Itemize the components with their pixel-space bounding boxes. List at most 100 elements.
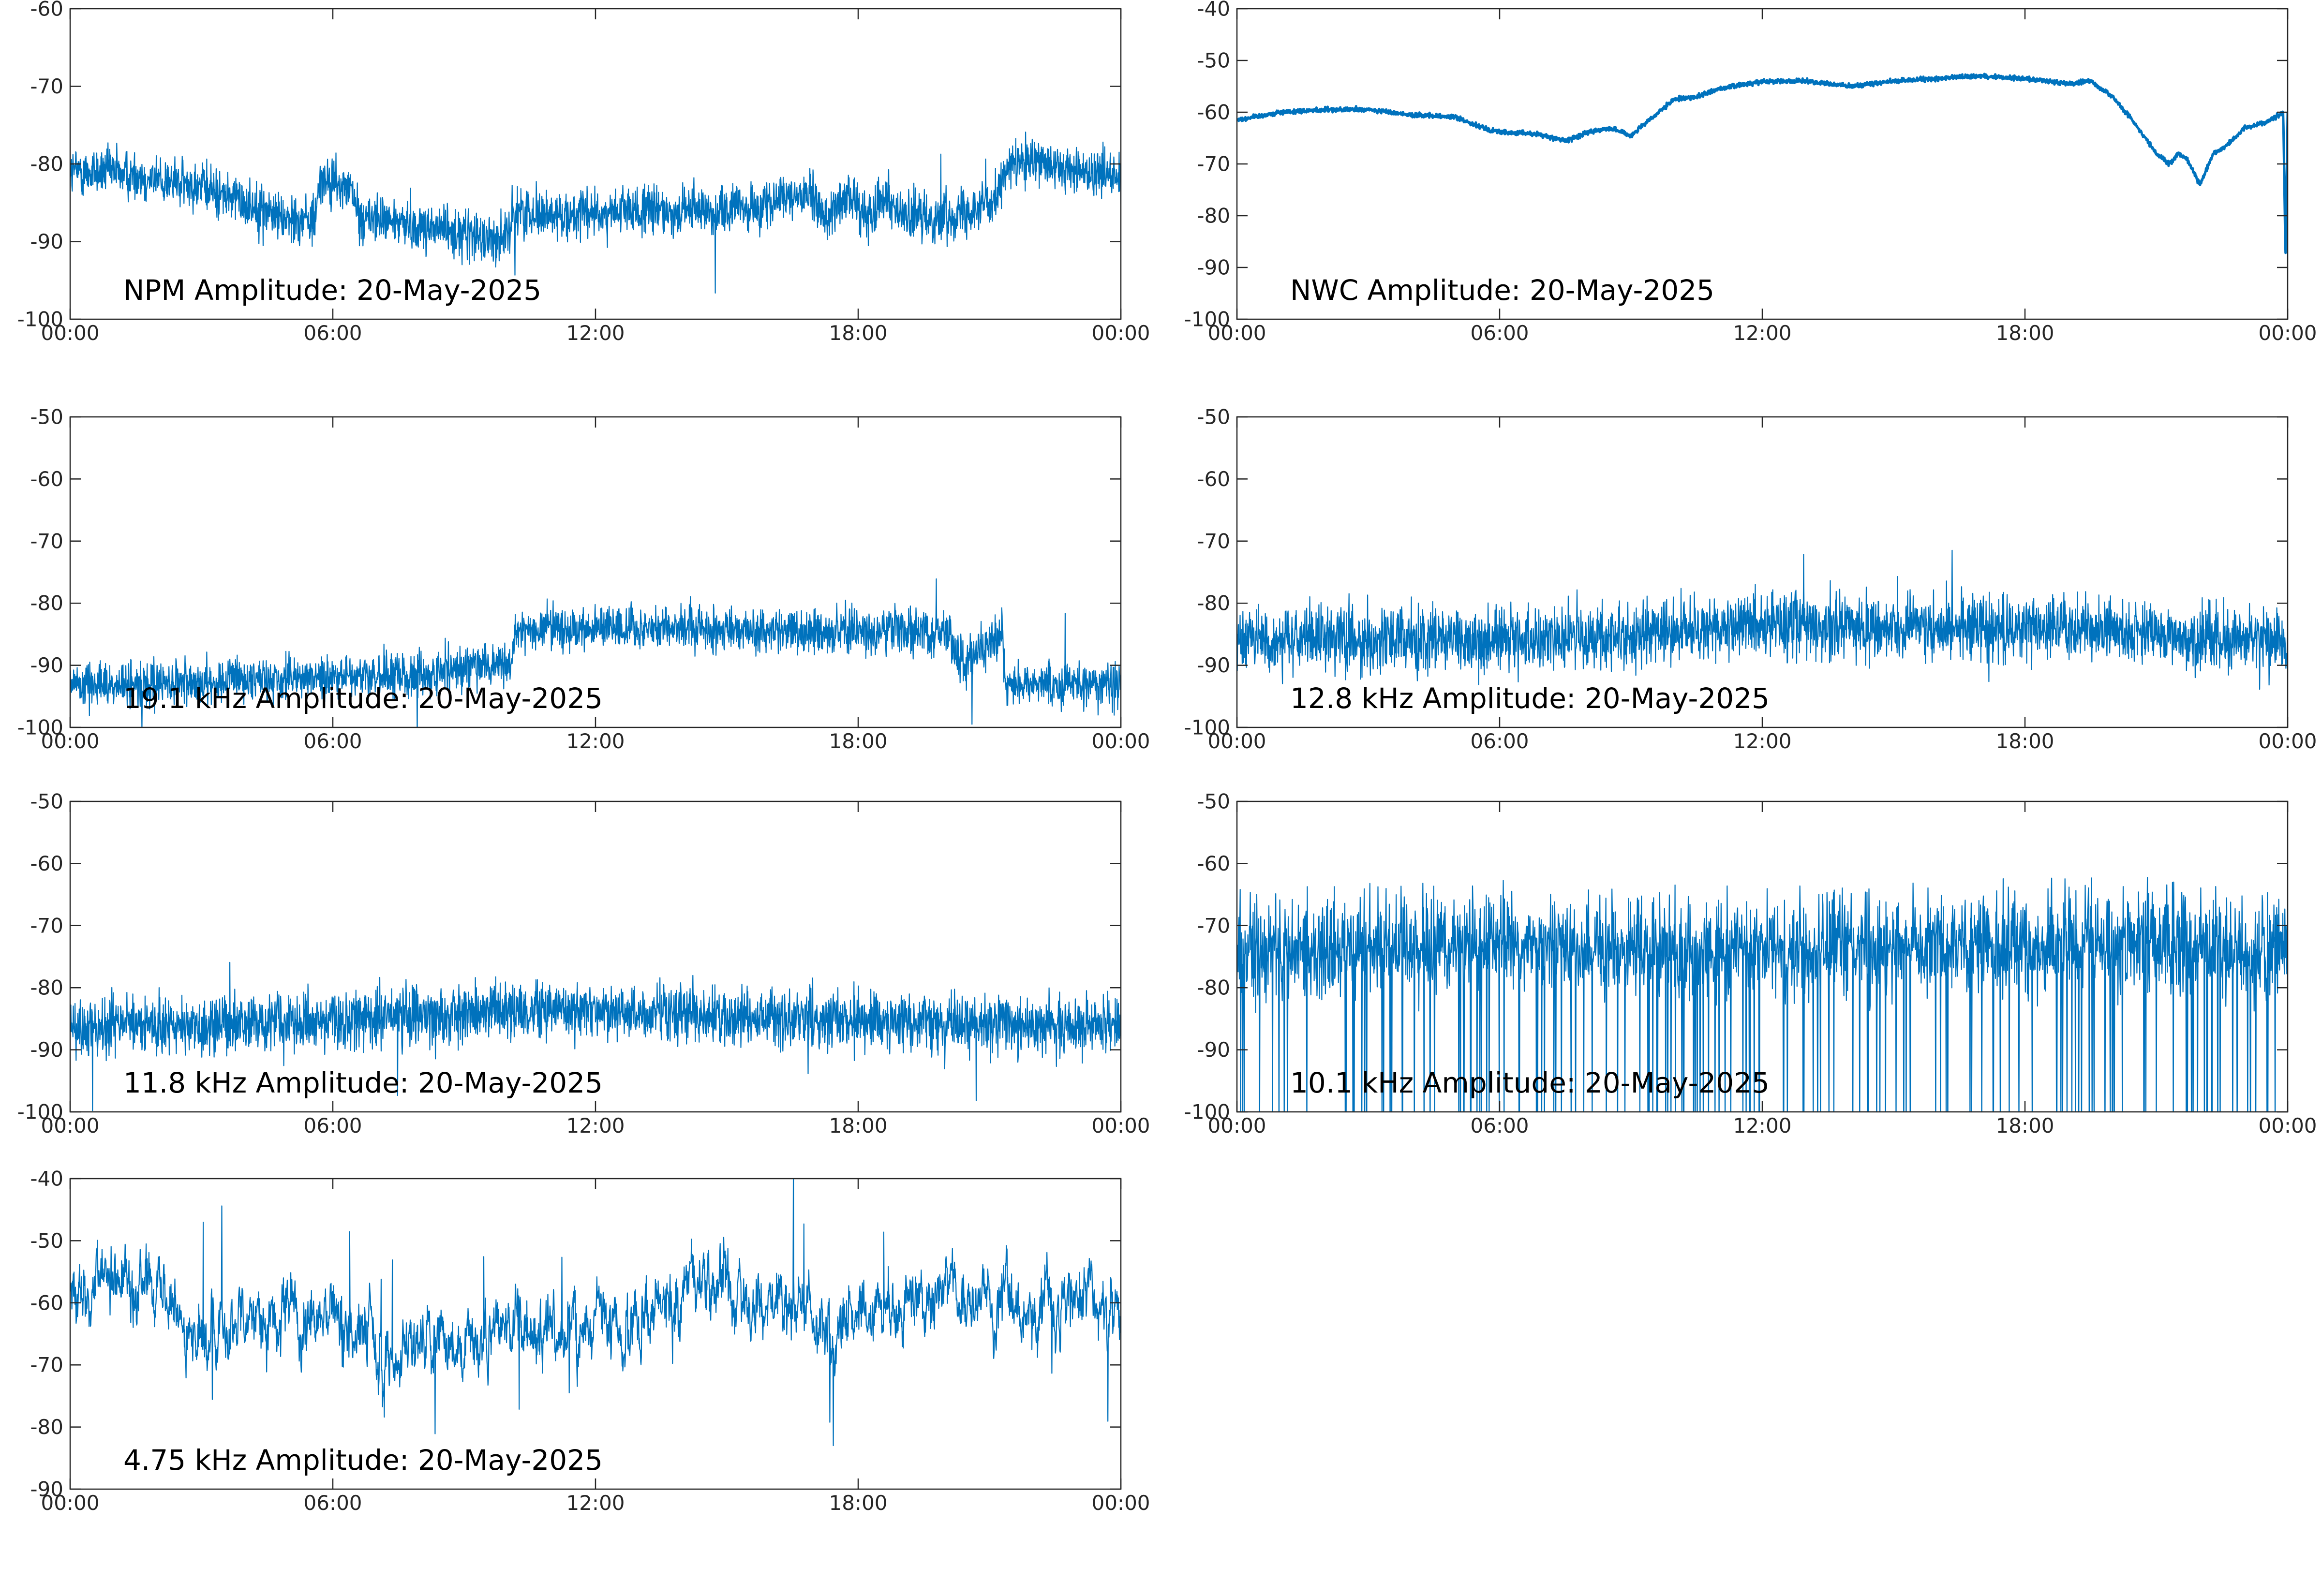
axes-box	[1236, 8, 2289, 320]
x-tick-label: 18:00	[829, 321, 887, 345]
x-tick-label: 00:00	[1091, 1114, 1150, 1138]
y-tick-label: -60	[30, 467, 63, 491]
x-tick-label: 00:00	[41, 1114, 99, 1138]
y-tick-label: -50	[30, 1229, 63, 1253]
y-tick-label: -70	[30, 1353, 63, 1377]
y-tick-label: -70	[1197, 529, 1230, 553]
y-tick-label: -80	[1197, 591, 1230, 615]
x-tick-label: 00:00	[2258, 729, 2317, 753]
panel-title: 4.75 kHz Amplitude: 20-May-2025	[123, 1444, 603, 1477]
x-tick-label: 18:00	[1995, 321, 2054, 345]
y-tick-label: -90	[1197, 653, 1230, 677]
x-tick-label: 06:00	[303, 729, 362, 753]
x-tick-label: 00:00	[1207, 321, 1266, 345]
panel-title: 10.1 kHz Amplitude: 20-May-2025	[1290, 1066, 1770, 1099]
x-tick-label: 12:00	[1733, 729, 1791, 753]
series-line-3-1	[70, 578, 1121, 727]
x-tick-label: 12:00	[566, 1114, 625, 1138]
series-line-2-1	[1237, 73, 2288, 254]
y-tick-label: -60	[30, 1291, 63, 1315]
y-tick-label: -90	[30, 1038, 63, 1062]
x-tick-label: 12:00	[1733, 1114, 1791, 1138]
x-tick-label: 06:00	[1470, 729, 1529, 753]
panel-title: 11.8 kHz Amplitude: 20-May-2025	[123, 1066, 603, 1099]
y-tick-label: -50	[1197, 405, 1230, 429]
x-tick-label: 18:00	[829, 729, 887, 753]
x-tick-label: 00:00	[1091, 729, 1150, 753]
x-tick-label: 12:00	[566, 1491, 625, 1515]
y-tick-label: -60	[1197, 101, 1230, 124]
x-tick-label: 00:00	[1207, 1114, 1266, 1138]
y-tick-label: -70	[1197, 152, 1230, 176]
series-line-4-1	[1237, 549, 2288, 690]
x-tick-label: 00:00	[41, 321, 99, 345]
y-tick-label: -90	[1197, 256, 1230, 280]
y-tick-label: -60	[30, 0, 63, 21]
y-tick-label: -70	[30, 74, 63, 98]
series-line-1-1	[70, 132, 1121, 294]
y-tick-label: -80	[30, 152, 63, 176]
y-tick-label: -50	[1197, 790, 1230, 813]
y-tick-label: -70	[30, 914, 63, 937]
x-tick-label: 12:00	[566, 729, 625, 753]
x-tick-label: 06:00	[1470, 321, 1529, 345]
y-tick-label: -100	[1184, 308, 1230, 331]
y-tick-label: -50	[30, 405, 63, 429]
y-tick-label: -60	[1197, 467, 1230, 491]
y-tick-label: -70	[30, 529, 63, 553]
panel-title: NWC Amplitude: 20-May-2025	[1290, 274, 1714, 307]
x-tick-label: 06:00	[303, 1114, 362, 1138]
y-tick-label: -40	[30, 1167, 63, 1191]
panel-title: 19.1 kHz Amplitude: 20-May-2025	[123, 682, 603, 715]
y-tick-label: -100	[17, 1100, 63, 1124]
x-tick-label: 18:00	[829, 1114, 887, 1138]
series-line-7-1	[70, 1179, 1121, 1447]
y-tick-label: -90	[30, 1478, 63, 1501]
y-tick-label: -40	[1197, 0, 1230, 21]
x-tick-label: 00:00	[2258, 1114, 2317, 1138]
series-line-5-1	[70, 961, 1121, 1111]
y-tick-label: -80	[1197, 976, 1230, 1000]
y-tick-label: -100	[17, 308, 63, 331]
x-tick-label: 00:00	[1207, 729, 1266, 753]
axes-box	[1236, 416, 2289, 728]
y-tick-label: -50	[30, 790, 63, 813]
x-tick-label: 12:00	[566, 321, 625, 345]
y-tick-label: -90	[30, 230, 63, 253]
y-tick-label: -60	[1197, 852, 1230, 875]
axes-box	[69, 8, 1122, 320]
y-tick-label: -100	[1184, 1100, 1230, 1124]
series-line-6-1	[1237, 877, 2288, 1112]
x-tick-label: 18:00	[1995, 1114, 2054, 1138]
x-tick-label: 18:00	[1995, 729, 2054, 753]
panel-title: NPM Amplitude: 20-May-2025	[123, 274, 541, 307]
y-tick-label: -60	[30, 852, 63, 875]
x-tick-label: 00:00	[1091, 1491, 1150, 1515]
panel-title: 12.8 kHz Amplitude: 20-May-2025	[1290, 682, 1770, 715]
x-tick-label: 00:00	[2258, 321, 2317, 345]
y-tick-label: -80	[1197, 204, 1230, 228]
x-tick-label: 00:00	[1091, 321, 1150, 345]
y-tick-label: -90	[1197, 1038, 1230, 1062]
y-tick-label: -80	[30, 591, 63, 615]
y-tick-label: -100	[17, 716, 63, 739]
y-tick-label: -90	[30, 653, 63, 677]
y-tick-label: -50	[1197, 49, 1230, 73]
x-tick-label: 18:00	[829, 1491, 887, 1515]
x-tick-label: 00:00	[41, 1491, 99, 1515]
y-tick-label: -80	[30, 976, 63, 1000]
x-tick-label: 06:00	[303, 321, 362, 345]
x-tick-label: 06:00	[303, 1491, 362, 1515]
y-tick-label: -100	[1184, 716, 1230, 739]
x-tick-label: 12:00	[1733, 321, 1791, 345]
y-tick-label: -70	[1197, 914, 1230, 937]
x-tick-label: 06:00	[1470, 1114, 1529, 1138]
